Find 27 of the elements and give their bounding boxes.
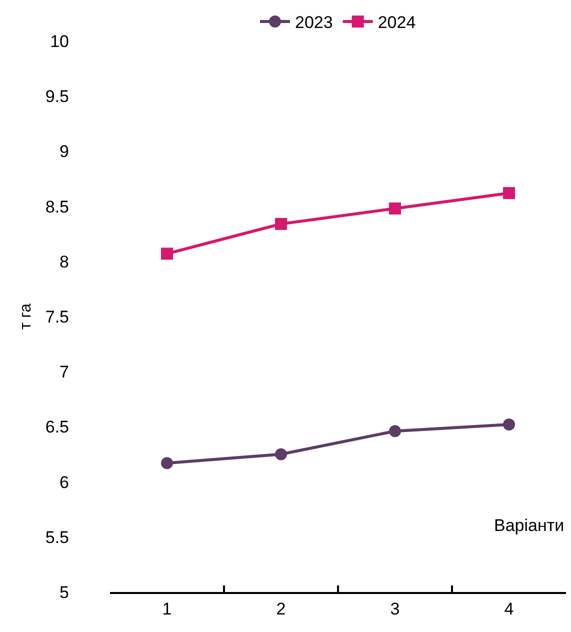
- x-tick-label: 4: [504, 599, 514, 618]
- x-tick-label: 3: [390, 599, 400, 618]
- x-tick-label: 2: [276, 599, 286, 618]
- y-tick-label: 10: [50, 32, 69, 51]
- point: [161, 457, 173, 470]
- y-tick-label: 8: [60, 252, 69, 272]
- point: [275, 448, 287, 460]
- point: [275, 218, 287, 230]
- y-tick-label: 5.5: [45, 528, 69, 547]
- y-tick-label: 9: [60, 142, 69, 162]
- y-tick-label: 7: [60, 362, 69, 382]
- point: [503, 418, 515, 430]
- y-tick-label: 6.5: [45, 418, 69, 437]
- y-axis-title: т га: [17, 303, 34, 330]
- y-tick-label: 6: [60, 472, 69, 492]
- point: [389, 425, 401, 438]
- y-tick-label: 8.5: [45, 197, 69, 216]
- y-tick-label: 5: [60, 582, 69, 602]
- point: [161, 248, 173, 260]
- x-tick-label: 1: [162, 599, 172, 618]
- x-axis-title: Варіанти: [494, 516, 564, 535]
- y-tick-label: 7.5: [45, 307, 69, 326]
- point: [503, 187, 515, 200]
- y-tick-label: 9.5: [45, 87, 69, 106]
- point: [389, 202, 401, 214]
- legend-label: 2023: [295, 13, 333, 32]
- legend-label: 2024: [378, 13, 416, 32]
